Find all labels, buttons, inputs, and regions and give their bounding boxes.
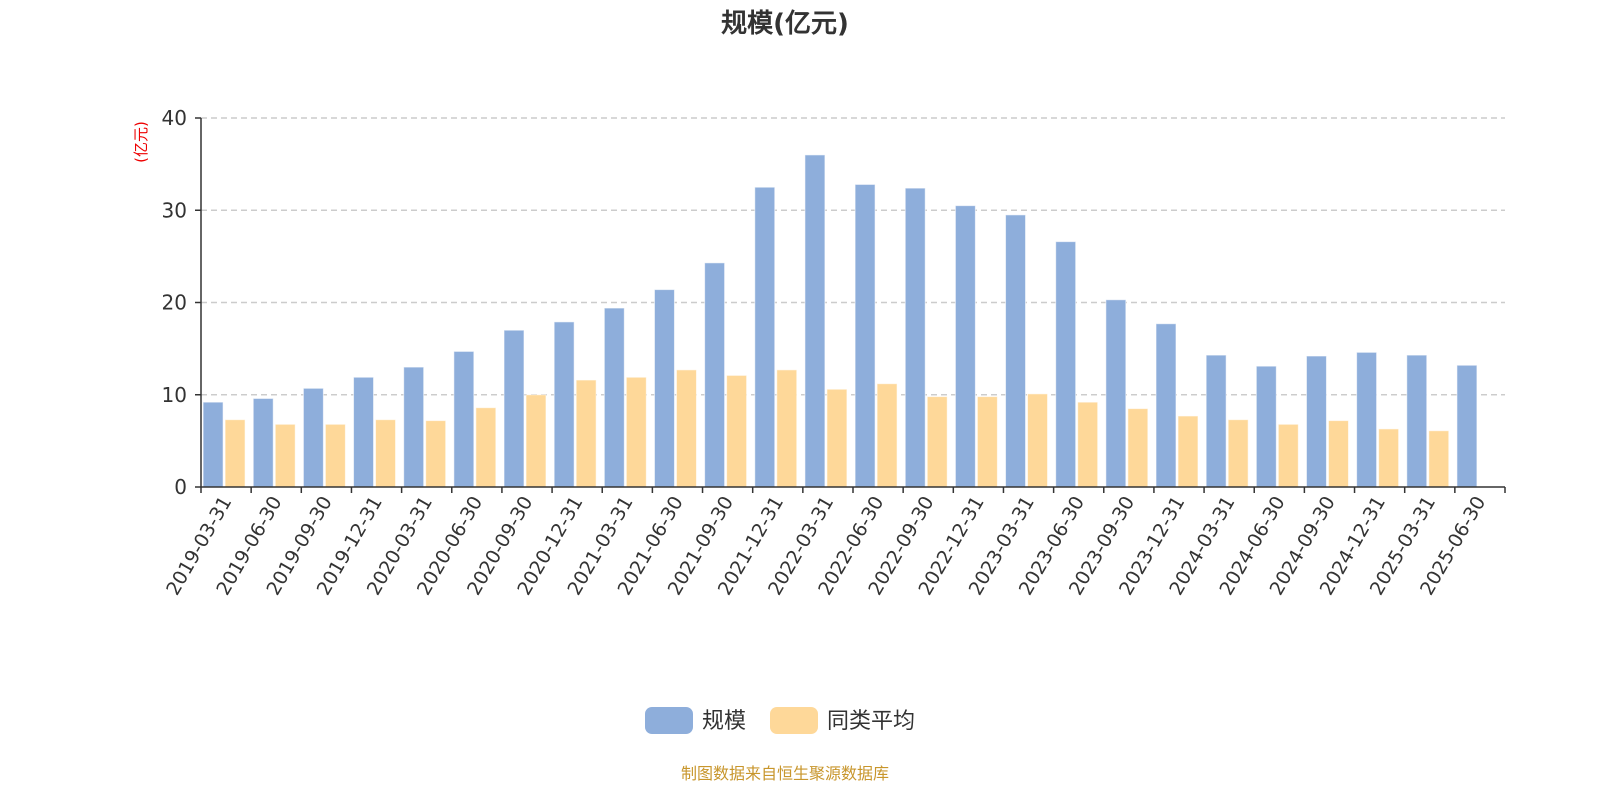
bar-scale[interactable] (1356, 351, 1378, 488)
bar-scale[interactable] (804, 154, 826, 488)
y-tick-label: 10 (162, 383, 187, 407)
y-axis-label: (亿元) (132, 121, 150, 163)
bar-peer-average[interactable] (525, 394, 547, 488)
bar-scale[interactable] (904, 187, 926, 488)
bar-peer-average[interactable] (1227, 419, 1249, 488)
bar-scale[interactable] (854, 183, 876, 488)
bar-peer-average[interactable] (675, 369, 697, 488)
bar-scale[interactable] (1456, 364, 1478, 488)
bar-scale[interactable] (754, 186, 776, 488)
bar-scale[interactable] (1005, 214, 1027, 488)
bar-peer-average[interactable] (425, 420, 447, 488)
y-tick-label: 20 (162, 291, 187, 315)
bar-peer-average[interactable] (625, 376, 647, 488)
footer-source: 制图数据来自恒生聚源数据库 (681, 764, 889, 783)
bar-peer-average[interactable] (324, 423, 346, 488)
bar-peer-average[interactable] (776, 369, 798, 488)
bar-scale[interactable] (704, 262, 726, 488)
bar-scale[interactable] (202, 401, 224, 488)
bar-peer-average[interactable] (475, 407, 497, 488)
bar-scale[interactable] (603, 307, 625, 488)
bar-scale[interactable] (302, 387, 324, 488)
bar-scale[interactable] (1105, 299, 1127, 488)
bar-scale[interactable] (1155, 323, 1177, 488)
bar-peer-average[interactable] (976, 396, 998, 488)
y-tick-label: 30 (162, 198, 187, 222)
bar-peer-average[interactable] (826, 388, 848, 488)
bar-peer-average[interactable] (1428, 430, 1450, 488)
bar-peer-average[interactable] (1177, 415, 1199, 488)
bar-scale[interactable] (503, 329, 525, 488)
bar-scale[interactable] (252, 397, 274, 488)
bar-peer-average[interactable] (1277, 423, 1299, 488)
bar-scale[interactable] (653, 289, 675, 488)
bar-scale[interactable] (403, 366, 425, 488)
bar-peer-average[interactable] (1378, 428, 1400, 488)
bar-scale[interactable] (954, 205, 976, 488)
legend-swatch[interactable] (645, 707, 693, 734)
legend-label[interactable]: 规模 (702, 709, 746, 734)
chart-title: 规模(亿元) (721, 9, 849, 39)
bar-peer-average[interactable] (274, 423, 296, 488)
bar-scale[interactable] (1255, 365, 1277, 488)
bar-scale[interactable] (453, 350, 475, 488)
bar-scale[interactable] (353, 376, 375, 488)
bar-peer-average[interactable] (1077, 401, 1099, 488)
legend-label[interactable]: 同类平均 (827, 709, 915, 734)
bar-peer-average[interactable] (375, 419, 397, 488)
y-tick-label: 40 (162, 106, 187, 130)
bar-scale[interactable] (1055, 241, 1077, 488)
bar-peer-average[interactable] (1327, 420, 1349, 488)
bar-peer-average[interactable] (726, 374, 748, 488)
bar-scale[interactable] (1305, 355, 1327, 488)
y-tick-label: 0 (174, 475, 187, 499)
bar-scale[interactable] (1406, 354, 1428, 488)
bar-peer-average[interactable] (575, 379, 597, 488)
legend-swatch[interactable] (770, 707, 818, 734)
bar-scale[interactable] (1205, 354, 1227, 488)
bar-peer-average[interactable] (1127, 408, 1149, 488)
bar-peer-average[interactable] (876, 383, 898, 488)
bar-peer-average[interactable] (1027, 393, 1049, 488)
bar-scale[interactable] (553, 321, 575, 488)
bar-peer-average[interactable] (224, 419, 246, 488)
bar-peer-average[interactable] (926, 396, 948, 488)
